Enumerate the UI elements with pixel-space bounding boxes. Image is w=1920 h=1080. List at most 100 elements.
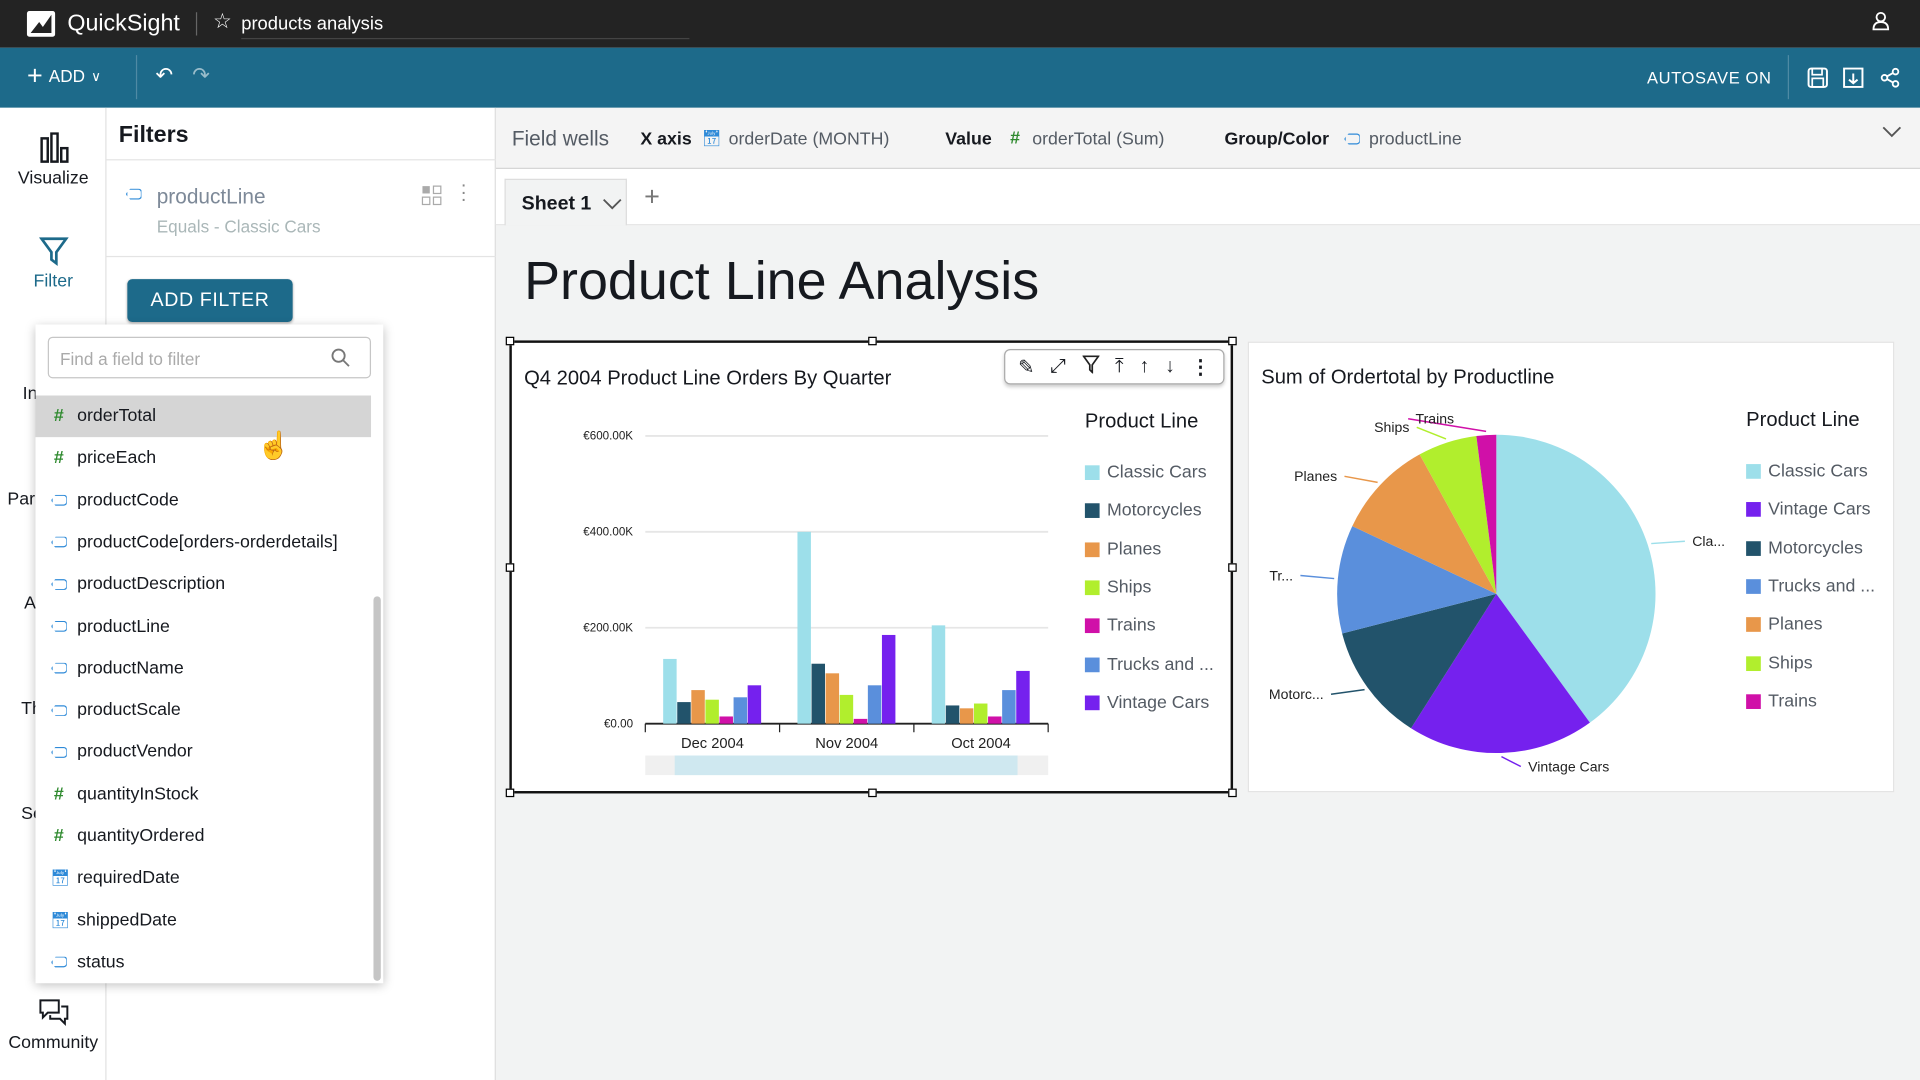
share-icon[interactable] bbox=[1880, 67, 1901, 94]
field-option[interactable]: # priceEach bbox=[36, 438, 372, 480]
resize-handle[interactable] bbox=[1228, 336, 1237, 346]
rail-item-visualize[interactable]: Visualize bbox=[0, 132, 107, 189]
autosave-status[interactable]: AUTOSAVE ON bbox=[1646, 68, 1772, 87]
field-name: priceEach bbox=[77, 448, 157, 469]
field-option[interactable]: # quantityInStock bbox=[36, 773, 372, 815]
rail-label: Visualize bbox=[17, 168, 89, 189]
rail-item-community[interactable]: Community bbox=[0, 997, 107, 1053]
legend-label: Classic Cars bbox=[1768, 461, 1868, 482]
grid-icon[interactable] bbox=[421, 185, 442, 212]
resize-handle[interactable] bbox=[505, 788, 515, 798]
field-name: productCode[orders-orderdetails] bbox=[77, 532, 338, 553]
field-search-input[interactable]: Find a field to filter bbox=[47, 336, 372, 379]
sheet-tabs-row: Sheet 1 + bbox=[495, 168, 1920, 226]
legend-label: Trucks and ... bbox=[1768, 576, 1876, 597]
field-option[interactable]: 📅︎ requiredDate bbox=[36, 858, 372, 900]
visual-menu: ✎ ⤢ ⤒ ↑ ↓ ⋮ bbox=[1004, 348, 1225, 385]
resize-handle[interactable] bbox=[1228, 563, 1237, 572]
plus-icon: + bbox=[26, 60, 43, 91]
field-option[interactable]: # orderTotal bbox=[35, 395, 372, 438]
legend-item[interactable]: Ships bbox=[1084, 578, 1151, 597]
resize-handle[interactable] bbox=[505, 563, 515, 572]
filter-condition: Equals - Classic Cars bbox=[156, 216, 321, 237]
analysis-title[interactable]: products analysis bbox=[241, 13, 690, 40]
chevron-down-icon: ∨ bbox=[91, 69, 102, 84]
add-sheet-icon[interactable]: + bbox=[644, 181, 660, 212]
quicksight-logo-icon[interactable] bbox=[26, 11, 56, 37]
export-icon[interactable] bbox=[1843, 67, 1864, 94]
legend-item[interactable]: Vintage Cars bbox=[1746, 500, 1870, 520]
add-button[interactable]: + ADD ∨ bbox=[26, 60, 102, 91]
pie-chart-visual[interactable]: Sum of Ordertotal by Productline Product… bbox=[1247, 341, 1895, 793]
field-wells-label: Field wells bbox=[511, 127, 610, 151]
field-name: productVendor bbox=[77, 742, 193, 763]
field-option[interactable]: productCode bbox=[36, 480, 372, 522]
legend-item[interactable]: Motorcycles bbox=[1084, 501, 1202, 521]
chevron-down-icon[interactable] bbox=[602, 196, 622, 218]
legend-item[interactable]: Planes bbox=[1746, 615, 1822, 635]
legend-item[interactable]: Trucks and ... bbox=[1746, 576, 1876, 597]
filter-card[interactable]: productLine Equals - Classic Cars · · · bbox=[106, 159, 496, 258]
rail-item-filter[interactable]: Filter bbox=[0, 235, 107, 291]
resize-handle[interactable] bbox=[1228, 788, 1237, 798]
field-option[interactable]: productDescription bbox=[36, 563, 372, 605]
xaxis-field[interactable]: orderDate (MONTH) bbox=[728, 129, 890, 150]
legend-item[interactable]: Classic Cars bbox=[1746, 461, 1868, 482]
value-field[interactable]: orderTotal (Sum) bbox=[1032, 129, 1165, 150]
number-icon: # bbox=[1010, 128, 1021, 149]
arrow-down-icon[interactable]: ↓ bbox=[1165, 355, 1175, 377]
tab-sheet-1[interactable]: Sheet 1 bbox=[504, 178, 627, 226]
legend-item[interactable]: Trucks and ... bbox=[1084, 654, 1214, 674]
user-icon[interactable] bbox=[1871, 11, 1891, 37]
edit-icon[interactable]: ✎ bbox=[1018, 356, 1035, 378]
save-icon[interactable] bbox=[1807, 67, 1828, 94]
field-wells-bar[interactable]: Field wells X axis 📅︎ orderDate (MONTH) … bbox=[495, 107, 1920, 169]
field-option[interactable]: productVendor bbox=[36, 731, 372, 773]
resize-handle[interactable] bbox=[868, 788, 877, 798]
field-picker-dropdown: Find a field to filter # orderTotal # price… bbox=[35, 324, 384, 984]
chevron-down-icon[interactable] bbox=[1882, 125, 1902, 145]
legend-label: Vintage Cars bbox=[1768, 499, 1871, 520]
redo-icon[interactable]: ↷ bbox=[192, 63, 210, 87]
legend-label: Vintage Cars bbox=[1106, 692, 1210, 713]
legend-item[interactable]: Classic Cars bbox=[1084, 463, 1207, 482]
field-option[interactable]: 📅︎ shippedDate bbox=[36, 900, 372, 942]
field-option[interactable]: productName bbox=[36, 648, 372, 690]
resize-handle[interactable] bbox=[505, 336, 515, 346]
legend-item[interactable]: Trains bbox=[1084, 616, 1156, 636]
legend-item[interactable]: Planes bbox=[1084, 540, 1161, 559]
legend-item[interactable]: Vintage Cars bbox=[1084, 692, 1210, 713]
field-option[interactable]: productLine bbox=[36, 606, 372, 648]
field-name: shippedDate bbox=[77, 910, 177, 931]
legend-item[interactable]: Motorcycles bbox=[1746, 538, 1863, 558]
legend-item[interactable]: Ships bbox=[1746, 653, 1813, 673]
field-option[interactable]: status bbox=[36, 941, 372, 983]
expand-icon[interactable]: ⤢ bbox=[1050, 355, 1067, 377]
chart-title: Sum of Ordertotal by Productline bbox=[1261, 366, 1555, 389]
more-options-icon[interactable]: · · · bbox=[460, 175, 467, 211]
favorite-star-icon[interactable]: ☆ bbox=[213, 9, 232, 34]
filter-field: productLine bbox=[156, 184, 266, 209]
search-placeholder: Find a field to filter bbox=[60, 348, 201, 369]
calendar-icon: 📅︎ bbox=[50, 868, 71, 887]
more-options-icon[interactable]: ⋮ bbox=[1190, 356, 1211, 378]
scrollbar[interactable] bbox=[373, 596, 381, 981]
dimension-icon bbox=[1343, 133, 1360, 145]
add-filter-button[interactable]: ADD FILTER bbox=[127, 279, 293, 323]
arrow-up-icon[interactable]: ↑ bbox=[1139, 355, 1150, 377]
group-color-field[interactable]: productLine bbox=[1368, 129, 1462, 150]
search-icon bbox=[331, 348, 351, 371]
bar-chart-visual[interactable]: Q4 2004 Product Line Orders By Quarter P… bbox=[505, 336, 1237, 798]
field-option[interactable]: productScale bbox=[36, 690, 372, 732]
field-option[interactable]: # quantityOrdered bbox=[36, 816, 372, 858]
filter-icon[interactable] bbox=[1081, 354, 1100, 378]
field-option[interactable]: productCode[orders-orderdetails] bbox=[36, 521, 372, 563]
undo-icon[interactable]: ↶ bbox=[155, 63, 173, 87]
field-name: quantityOrdered bbox=[77, 826, 205, 847]
legend-swatch bbox=[1746, 579, 1761, 594]
legend-item[interactable]: Trains bbox=[1746, 692, 1817, 711]
resize-handle[interactable] bbox=[868, 336, 877, 346]
legend-swatch bbox=[1084, 695, 1100, 710]
move-to-top-icon[interactable]: ⤒ bbox=[1114, 355, 1124, 377]
